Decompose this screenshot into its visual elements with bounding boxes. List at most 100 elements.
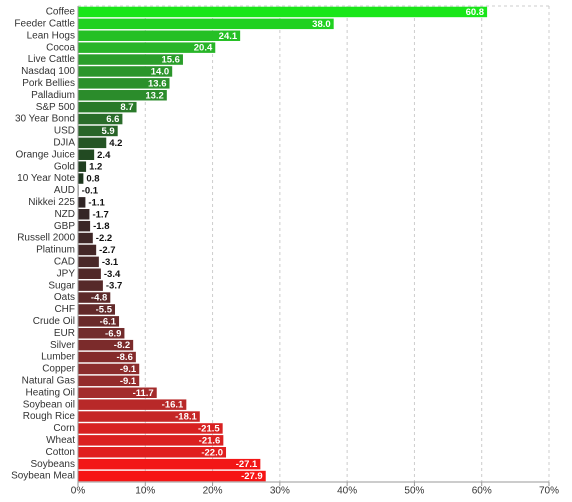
bar [78,316,120,327]
y-tick-label: EUR [54,328,75,339]
value-label: 1.2 [89,162,102,173]
y-tick-label: NZD [54,209,75,220]
bar [78,256,99,268]
value-label: -27.1 [236,459,258,470]
y-tick-label: Soybeans [31,459,75,470]
bar [78,292,111,303]
bar [78,351,136,363]
bar [78,42,216,53]
value-label: -2.7 [99,245,115,256]
value-label: -18.1 [175,412,197,423]
bar [78,339,134,351]
x-tick-label: 30% [270,486,290,497]
bar [78,101,137,113]
y-tick-label: CHF [54,304,75,315]
bar [78,137,107,149]
value-label: 6.6 [106,114,119,125]
bar [78,435,224,446]
bar [78,387,157,398]
y-tick-label: Platinum [36,245,75,256]
bar [78,6,488,18]
y-tick-label: Oats [54,292,75,303]
bar [78,209,90,220]
x-tick-label: 40% [337,486,357,497]
bar [78,173,84,184]
y-tick-label: Nikkei 225 [28,197,75,208]
y-tick-label: Copper [42,364,75,375]
value-label: -2.2 [96,233,112,244]
value-label: -8.2 [114,340,130,351]
value-label: 13.6 [148,78,167,89]
bar [78,66,173,77]
bar [78,363,140,375]
bar [78,411,200,422]
y-tick-label: Orange Juice [16,149,76,160]
value-label: -22.0 [201,447,223,458]
bar [78,458,261,470]
value-label: -9.1 [120,364,137,375]
x-tick-label: 60% [472,486,492,497]
y-tick-label: Nasdaq 100 [21,66,75,77]
y-tick-label: Soybean Meal [11,471,75,482]
bar [78,78,170,89]
bar [78,232,93,244]
y-tick-label: Heating Oil [26,387,75,398]
bar [78,423,223,434]
value-label: 38.0 [312,19,331,30]
bar [78,470,266,482]
value-label: -3.1 [102,257,119,268]
bar [78,375,140,387]
bar [78,90,167,101]
x-tick-label: 70% [539,486,559,497]
y-tick-label: Lean Hogs [27,30,75,41]
value-label: -6.9 [105,328,121,339]
y-tick-label: S&P 500 [36,102,76,113]
x-tick-label: 10% [135,486,155,497]
y-tick-label: JPY [57,268,76,279]
bar [78,220,91,232]
value-label: 15.6 [161,55,180,66]
bar [78,399,187,410]
y-tick-label: Live Cattle [28,54,76,65]
bar [78,18,334,30]
y-tick-label: Gold [54,161,75,172]
value-label: -11.7 [133,388,154,399]
bar [78,280,103,291]
y-tick-label: DJIA [53,137,75,148]
y-tick-label: Coffee [46,7,76,18]
value-label: 14.0 [151,66,170,77]
bar [78,149,95,160]
y-tick-label: CAD [54,256,75,267]
value-label: -3.4 [104,269,121,280]
value-label: 8.7 [120,102,133,113]
y-tick-label: 30 Year Bond [15,114,75,125]
y-tick-label: Lumber [41,352,76,363]
value-label: -21.5 [198,423,220,434]
value-label: -16.1 [162,400,184,411]
y-tick-label: GBP [54,221,75,232]
value-label: -27.9 [241,471,263,482]
value-label: -5.5 [96,304,113,315]
bar [78,161,87,172]
x-tick-label: 0% [71,486,86,497]
bar [78,328,125,339]
y-tick-label: Silver [50,340,76,351]
value-label: -8.6 [116,352,132,363]
y-tick-label: Rough Rice [23,411,76,422]
bar [78,125,118,137]
y-tick-label: AUD [54,185,75,196]
value-label: -3.7 [106,281,122,292]
y-tick-label: 10 Year Note [17,173,75,184]
y-tick-label: Cotton [46,447,75,458]
y-tick-label: Cocoa [46,42,75,53]
value-label: 2.4 [97,150,111,161]
y-tick-label: Feeder Cattle [14,18,75,29]
bar [78,30,241,41]
y-tick-label: Natural Gas [22,375,75,386]
value-label: 4.2 [109,138,122,149]
bar [78,244,97,256]
y-tick-label: Crude Oil [33,316,75,327]
y-tick-label: USD [54,126,75,137]
bar [78,113,123,125]
